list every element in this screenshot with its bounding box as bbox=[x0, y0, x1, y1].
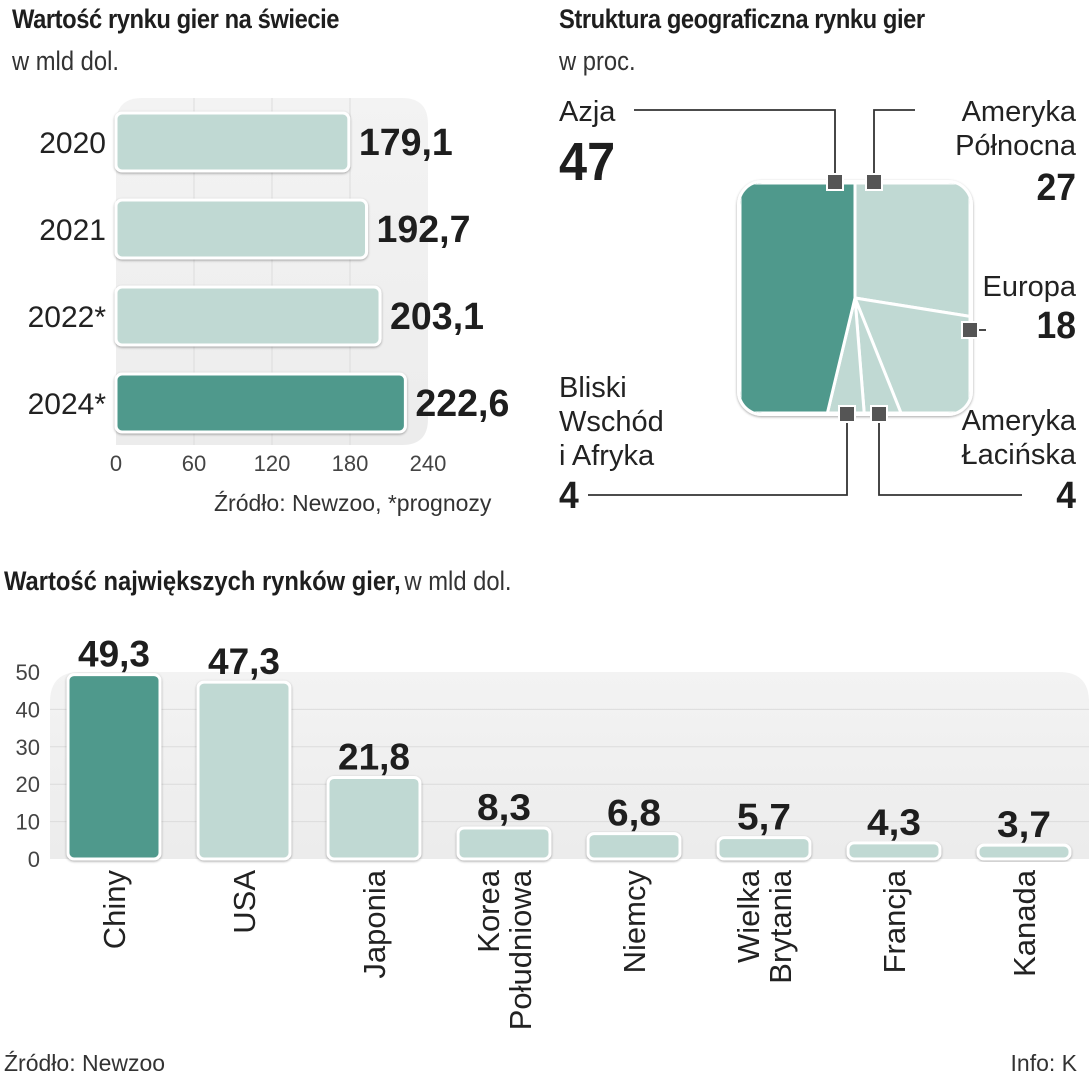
value-label: 5,7 bbox=[737, 797, 791, 838]
chart1-subtitle: w mld dol. bbox=[12, 46, 119, 76]
category-label: Brytania bbox=[763, 869, 798, 983]
leader-line bbox=[588, 414, 848, 496]
x-tick-label: 0 bbox=[110, 451, 122, 476]
slice-value-label: 27 bbox=[1036, 167, 1076, 209]
bar bbox=[976, 843, 1072, 861]
value-label: 179,1 bbox=[359, 122, 453, 164]
bar bbox=[586, 832, 682, 861]
chart3-title: Wartość największych rynków gier, bbox=[4, 566, 401, 596]
value-label: 3,7 bbox=[997, 804, 1051, 845]
category-label: Chiny bbox=[97, 870, 132, 950]
chart1-title: Wartość rynku gier na świecie bbox=[12, 4, 340, 34]
slice-name-label: Bliski bbox=[559, 372, 627, 404]
category-label: Kanada bbox=[1007, 869, 1042, 977]
slice-name-label: Europa bbox=[982, 271, 1076, 303]
y-tick-label: 0 bbox=[28, 847, 40, 872]
slice-name-label: Ameryka bbox=[962, 405, 1077, 437]
value-label: 222,6 bbox=[415, 383, 509, 425]
category-label: 2020 bbox=[39, 127, 106, 160]
horizontal-bar-chart: 0 60 120 180 240 2020 179,1 2021 192,7 2022* 203,1… bbox=[28, 98, 509, 476]
slice-value-label: 18 bbox=[1036, 305, 1076, 347]
slice-value-label: 4 bbox=[1056, 475, 1076, 517]
x-tick-label: 240 bbox=[410, 451, 447, 476]
bar bbox=[66, 673, 162, 861]
category-label: Korea bbox=[471, 869, 506, 952]
slice-name-label: Wschód bbox=[559, 406, 664, 438]
bar bbox=[716, 836, 812, 861]
footer-source: Źródło: Newzoo bbox=[4, 1050, 166, 1076]
plot-panel bbox=[50, 672, 1089, 859]
value-label: 4,3 bbox=[867, 802, 921, 843]
value-label: 8,3 bbox=[477, 787, 531, 828]
marker bbox=[826, 173, 844, 191]
category-label: 2021 bbox=[39, 214, 106, 247]
category-label: 2024* bbox=[28, 388, 107, 421]
leader-line bbox=[878, 414, 1022, 496]
category-label: Południowa bbox=[503, 869, 538, 1030]
marker bbox=[865, 173, 883, 191]
value-label: 192,7 bbox=[377, 209, 471, 251]
category-label: Niemcy bbox=[617, 870, 652, 974]
slice-name-label: Ameryka bbox=[962, 96, 1077, 128]
value-label: 203,1 bbox=[390, 296, 484, 338]
marker bbox=[870, 405, 888, 423]
category-label: Wielka bbox=[731, 869, 766, 963]
slices bbox=[740, 183, 970, 413]
bar bbox=[456, 826, 552, 861]
slice-name-label: i Afryka bbox=[559, 440, 655, 472]
marker bbox=[961, 321, 979, 339]
slice-value-label: 47 bbox=[559, 132, 615, 192]
y-tick-label: 10 bbox=[16, 810, 40, 835]
x-tick-label: 120 bbox=[254, 451, 291, 476]
marker bbox=[838, 405, 856, 423]
bar bbox=[196, 680, 292, 861]
x-tick-label: 60 bbox=[182, 451, 206, 476]
bar bbox=[326, 775, 422, 861]
footer-info: Info: K bbox=[1010, 1050, 1077, 1076]
category-label: Francja bbox=[877, 869, 912, 973]
bar bbox=[114, 111, 351, 173]
chart3-title-row: Wartość największych rynków gier, w mld … bbox=[4, 566, 511, 597]
bar bbox=[114, 285, 382, 347]
category-label: USA bbox=[227, 870, 262, 934]
value-label: 47,3 bbox=[208, 641, 280, 682]
y-tick-label: 20 bbox=[16, 772, 40, 797]
bar bbox=[114, 372, 407, 434]
slice-name-label: Azja bbox=[559, 96, 616, 128]
value-label: 21,8 bbox=[338, 736, 410, 777]
leader-line bbox=[634, 109, 836, 182]
value-label: 49,3 bbox=[78, 634, 150, 675]
chart1-source: Źródło: Newzoo, *prognozy bbox=[214, 490, 492, 516]
slice-value-label: 4 bbox=[559, 475, 579, 517]
y-tick-label: 40 bbox=[16, 697, 40, 722]
chart2-title: Struktura geograficzna rynku gier bbox=[559, 4, 925, 34]
y-tick-label: 50 bbox=[16, 660, 40, 685]
leader-line bbox=[873, 109, 915, 182]
slice bbox=[853, 183, 970, 318]
chart3-subtitle: w mld dol. bbox=[404, 566, 512, 596]
y-tick-label: 30 bbox=[16, 735, 40, 760]
category-label: 2022* bbox=[28, 301, 107, 334]
vertical-bar-chart: 0 10 20 30 40 50 49,3 Chiny 47,3 USA 21,8 Japonia 8,… bbox=[16, 634, 1089, 1030]
bar bbox=[846, 841, 942, 861]
slice bbox=[740, 183, 857, 413]
category-label: Japonia bbox=[357, 869, 392, 978]
x-tick-label: 180 bbox=[332, 451, 369, 476]
value-label: 6,8 bbox=[607, 793, 661, 834]
slice-name-label: Łacińska bbox=[962, 439, 1077, 471]
slice-name-label: Północna bbox=[955, 130, 1077, 162]
chart2-subtitle: w proc. bbox=[559, 46, 636, 76]
bar bbox=[114, 198, 369, 260]
geo-structure-chart: Azja47AmerykaPółnocna27Europa18AmerykaŁa… bbox=[559, 96, 1077, 517]
